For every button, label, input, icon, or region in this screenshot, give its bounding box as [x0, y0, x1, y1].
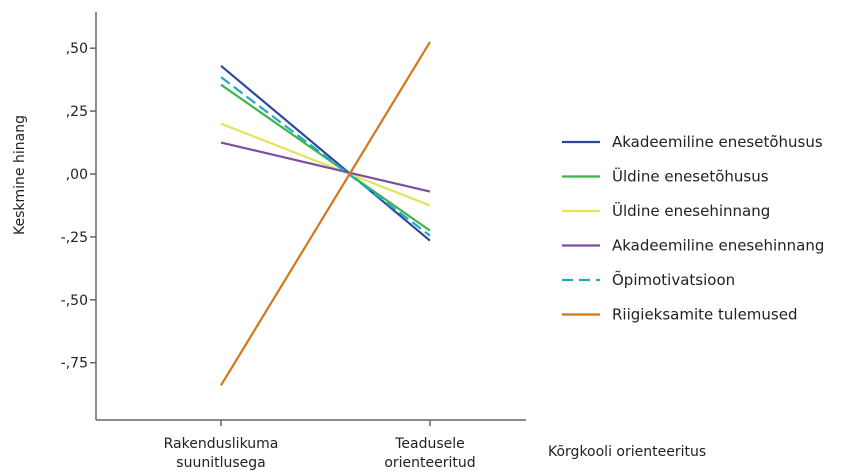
- y-tick-label: -,25: [61, 230, 88, 246]
- legend-label: Riigieksamite tulemused: [612, 306, 798, 324]
- series-line: [220, 76, 431, 237]
- y-tick-label: -,75: [61, 356, 88, 372]
- y-axis: ,50 ,25 ,00 -,25 -,50 -,75: [61, 12, 97, 420]
- series-line: [220, 141, 431, 193]
- legend-label: Üldine enesehinnang: [612, 201, 770, 220]
- y-axis-title: Keskmine hinang: [12, 115, 28, 235]
- legend-label: Õpimotivatsioon: [612, 270, 735, 289]
- y-tick-label: ,25: [66, 104, 88, 120]
- legend-label: Akadeemiline enesehinnang: [612, 237, 824, 255]
- x-tick-label: Teadusele orienteeritud: [384, 436, 475, 471]
- plot-area: [220, 41, 431, 386]
- y-tick-label: ,50: [66, 41, 88, 57]
- x-tick-label: Rakenduslikuma suunitlusega: [164, 436, 279, 471]
- legend: Akadeemiline enesetõhusus Üldine enesetõh…: [562, 133, 824, 324]
- x-axis-title: Kõrgkooli orienteeritus: [548, 444, 706, 460]
- x-axis: Rakenduslikuma suunitlusega Teadusele orien…: [96, 419, 526, 471]
- y-tick-label: ,00: [66, 167, 88, 183]
- y-tick-label: -,50: [61, 293, 88, 309]
- series-line: [220, 122, 431, 207]
- legend-label: Akadeemiline enesetõhusus: [612, 133, 823, 151]
- series-line: [220, 64, 431, 242]
- series-line: [220, 41, 431, 386]
- legend-label: Üldine enesetõhusus: [612, 167, 769, 186]
